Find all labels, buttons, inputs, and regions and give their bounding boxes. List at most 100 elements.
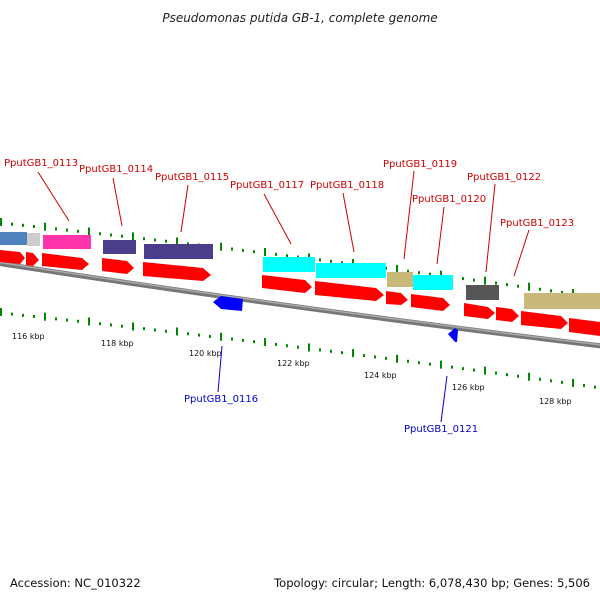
minor-tick xyxy=(275,342,277,346)
minor-tick xyxy=(319,348,321,352)
minor-tick xyxy=(198,333,200,337)
label-leader-line xyxy=(217,345,223,393)
genome-backbone-highlight xyxy=(0,261,600,346)
cds-block[interactable] xyxy=(103,240,136,254)
cds-block[interactable] xyxy=(43,235,91,249)
minor-tick xyxy=(341,351,343,355)
minor-tick xyxy=(253,340,255,344)
forward-gene-arrow[interactable] xyxy=(411,294,450,311)
forward-genes xyxy=(0,250,600,336)
tick-label: 122 kbp xyxy=(277,359,310,368)
minor-tick xyxy=(330,349,332,353)
cds-blocks xyxy=(0,232,600,309)
cds-block[interactable] xyxy=(263,257,315,272)
label-leader-line xyxy=(440,375,448,423)
map-title: Pseudomonas putida GB-1, complete genome xyxy=(162,11,437,25)
gene-label-0122[interactable]: PputGB1_0122 xyxy=(467,172,541,183)
gene-label-0117[interactable]: PputGB1_0117 xyxy=(230,180,304,191)
label-leader-line xyxy=(403,170,415,260)
reverse-gene-arrow[interactable] xyxy=(213,296,243,311)
minor-tick xyxy=(363,354,365,358)
minor-tick xyxy=(11,312,13,316)
cds-block[interactable] xyxy=(413,275,453,290)
major-tick xyxy=(220,242,222,251)
major-tick xyxy=(132,232,134,241)
minor-tick xyxy=(594,385,596,389)
minor-tick xyxy=(506,373,508,377)
major-tick xyxy=(220,332,222,341)
major-tick xyxy=(176,237,178,246)
gene-label-0113[interactable]: PputGB1_0113 xyxy=(4,158,78,169)
forward-gene-arrow[interactable] xyxy=(569,318,600,336)
minor-tick xyxy=(99,232,101,236)
minor-tick xyxy=(583,384,585,388)
gene-label-0119[interactable]: PputGB1_0119 xyxy=(383,159,457,170)
forward-gene-labels: PputGB1_0113 PputGB1_0114 PputGB1_0115 P… xyxy=(4,158,574,277)
gene-label-0120[interactable]: PputGB1_0120 xyxy=(412,194,486,205)
forward-gene-arrow[interactable] xyxy=(496,307,519,322)
gene-label-0121[interactable]: PputGB1_0121 xyxy=(404,424,478,435)
minor-tick xyxy=(143,327,145,331)
cds-block[interactable] xyxy=(27,233,40,246)
forward-gene-arrow[interactable] xyxy=(0,250,25,264)
minor-tick xyxy=(539,287,541,291)
forward-gene-arrow[interactable] xyxy=(386,291,408,305)
minor-tick xyxy=(77,229,79,233)
minor-tick xyxy=(495,281,497,285)
minor-tick xyxy=(407,269,409,273)
tick-label: 118 kbp xyxy=(101,339,134,348)
cds-block[interactable] xyxy=(524,293,600,309)
minor-tick xyxy=(473,278,475,282)
minor-tick xyxy=(11,222,13,226)
major-tick xyxy=(0,308,2,316)
major-tick xyxy=(44,312,46,321)
major-tick xyxy=(484,366,486,375)
minor-tick xyxy=(121,324,123,328)
minor-tick xyxy=(121,234,123,238)
backbone xyxy=(0,261,600,349)
forward-gene-arrow[interactable] xyxy=(262,275,312,293)
forward-gene-arrow[interactable] xyxy=(143,262,211,281)
tick-label: 116 kbp xyxy=(12,332,45,341)
minor-tick xyxy=(143,237,145,241)
minor-tick xyxy=(165,329,167,333)
forward-gene-arrow[interactable] xyxy=(521,311,568,329)
forward-gene-arrow[interactable] xyxy=(464,303,495,319)
cds-block[interactable] xyxy=(316,263,386,278)
minor-tick xyxy=(506,283,508,287)
major-tick xyxy=(308,343,310,352)
minor-tick xyxy=(550,379,552,383)
gene-label-0123[interactable]: PputGB1_0123 xyxy=(500,218,574,229)
minor-tick xyxy=(495,371,497,375)
minor-tick xyxy=(22,223,24,227)
minor-tick xyxy=(187,242,189,246)
reverse-gene-labels: PputGB1_0116 PputGB1_0121 xyxy=(184,345,478,435)
major-tick xyxy=(88,317,90,326)
reverse-gene-arrow[interactable] xyxy=(448,328,458,342)
label-leader-line xyxy=(342,192,355,253)
cds-block[interactable] xyxy=(144,244,213,259)
gene-label-0114[interactable]: PputGB1_0114 xyxy=(79,164,153,175)
gene-label-0118[interactable]: PputGB1_0118 xyxy=(310,180,384,191)
cds-block[interactable] xyxy=(387,272,413,287)
minor-tick xyxy=(99,322,101,326)
major-tick xyxy=(572,378,574,387)
cds-block[interactable] xyxy=(0,232,27,245)
forward-gene-arrow[interactable] xyxy=(315,281,384,301)
minor-tick xyxy=(451,365,453,369)
forward-gene-arrow[interactable] xyxy=(42,253,89,270)
gene-label-0116[interactable]: PputGB1_0116 xyxy=(184,394,258,405)
minor-tick xyxy=(22,313,24,317)
minor-tick xyxy=(33,225,35,229)
major-tick xyxy=(264,338,266,347)
major-tick xyxy=(440,270,442,279)
minor-tick xyxy=(253,250,255,254)
forward-gene-arrow[interactable] xyxy=(26,252,39,266)
gene-label-0115[interactable]: PputGB1_0115 xyxy=(155,172,229,183)
cds-block[interactable] xyxy=(466,285,499,300)
minor-tick xyxy=(550,289,552,293)
label-leader-line xyxy=(513,229,530,277)
forward-gene-arrow[interactable] xyxy=(102,258,134,274)
minor-tick xyxy=(66,318,68,322)
minor-tick xyxy=(231,247,233,251)
